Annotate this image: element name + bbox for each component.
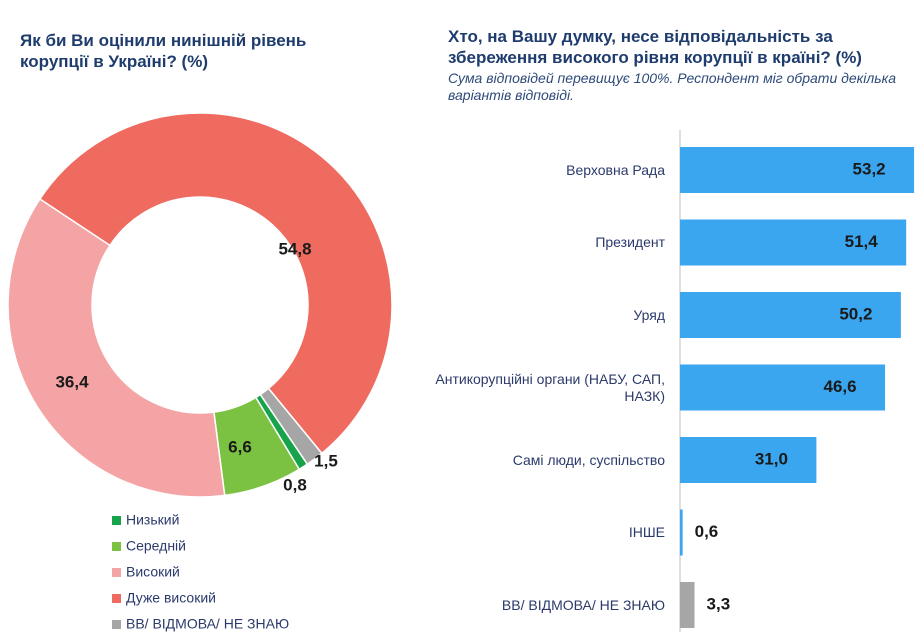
chart-title: Як би Ви оцінили нинішній рівень корупці… [20, 31, 307, 71]
data-label: 3,3 [707, 594, 731, 613]
data-label: 31,0 [755, 449, 788, 468]
data-label: 46,6 [823, 377, 856, 396]
bar [680, 147, 915, 193]
bar [680, 292, 901, 338]
legend-label: ВВ/ ВІДМОВА/ НЕ ЗНАЮ [126, 616, 289, 632]
category-label: Самі люди, суспільство [512, 451, 665, 468]
legend-swatch [112, 542, 121, 551]
donut-segment [7, 197, 226, 498]
bar [680, 219, 907, 266]
legend-swatch [112, 568, 121, 577]
bar [680, 582, 695, 628]
data-label: 1,5 [314, 451, 338, 470]
category-label: Уряд [633, 306, 665, 323]
category-label: ВВ/ ВІДМОВА/ НЕ ЗНАЮ [501, 596, 665, 613]
legend-label: Дуже високий [126, 590, 216, 606]
legend-swatch [112, 516, 121, 525]
chart-subtitle: Сума відповідей перевищує 100%. Респонде… [448, 70, 897, 103]
legend-label: Низький [126, 512, 179, 528]
bar [680, 437, 817, 483]
data-label: 36,4 [55, 372, 89, 391]
data-label: 53,2 [853, 159, 886, 178]
data-label: 0,6 [695, 522, 719, 541]
category-label: Президент [595, 234, 665, 250]
data-label: 6,6 [228, 437, 252, 456]
category-label: Антикорупційні органи (НАБУ, САП, НАЗК) [435, 370, 665, 404]
category-label: ІНШЕ [628, 524, 665, 540]
legend-label: Середній [126, 538, 186, 554]
category-label: Верховна Рада [566, 161, 665, 178]
legend-label: Високий [126, 564, 180, 580]
donut-segment [259, 387, 323, 466]
legend-swatch [112, 620, 121, 629]
data-label: 50,2 [839, 304, 872, 323]
donut-segment [38, 112, 393, 455]
bar [680, 509, 683, 556]
data-label: 51,4 [845, 232, 879, 251]
legend-swatch [112, 594, 121, 603]
data-label: 54,8 [278, 239, 311, 258]
chart-title: Хто, на Вашу думку, несе відповідальніст… [448, 27, 862, 67]
data-label: 0,8 [283, 475, 307, 494]
bar [680, 364, 886, 411]
